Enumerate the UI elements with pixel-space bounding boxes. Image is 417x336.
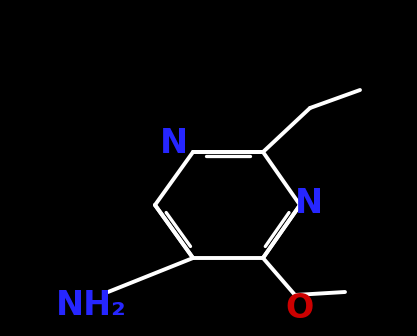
Text: N: N — [295, 187, 323, 220]
Text: N: N — [160, 127, 188, 160]
Text: O: O — [285, 292, 313, 325]
Text: NH₂: NH₂ — [56, 289, 127, 322]
